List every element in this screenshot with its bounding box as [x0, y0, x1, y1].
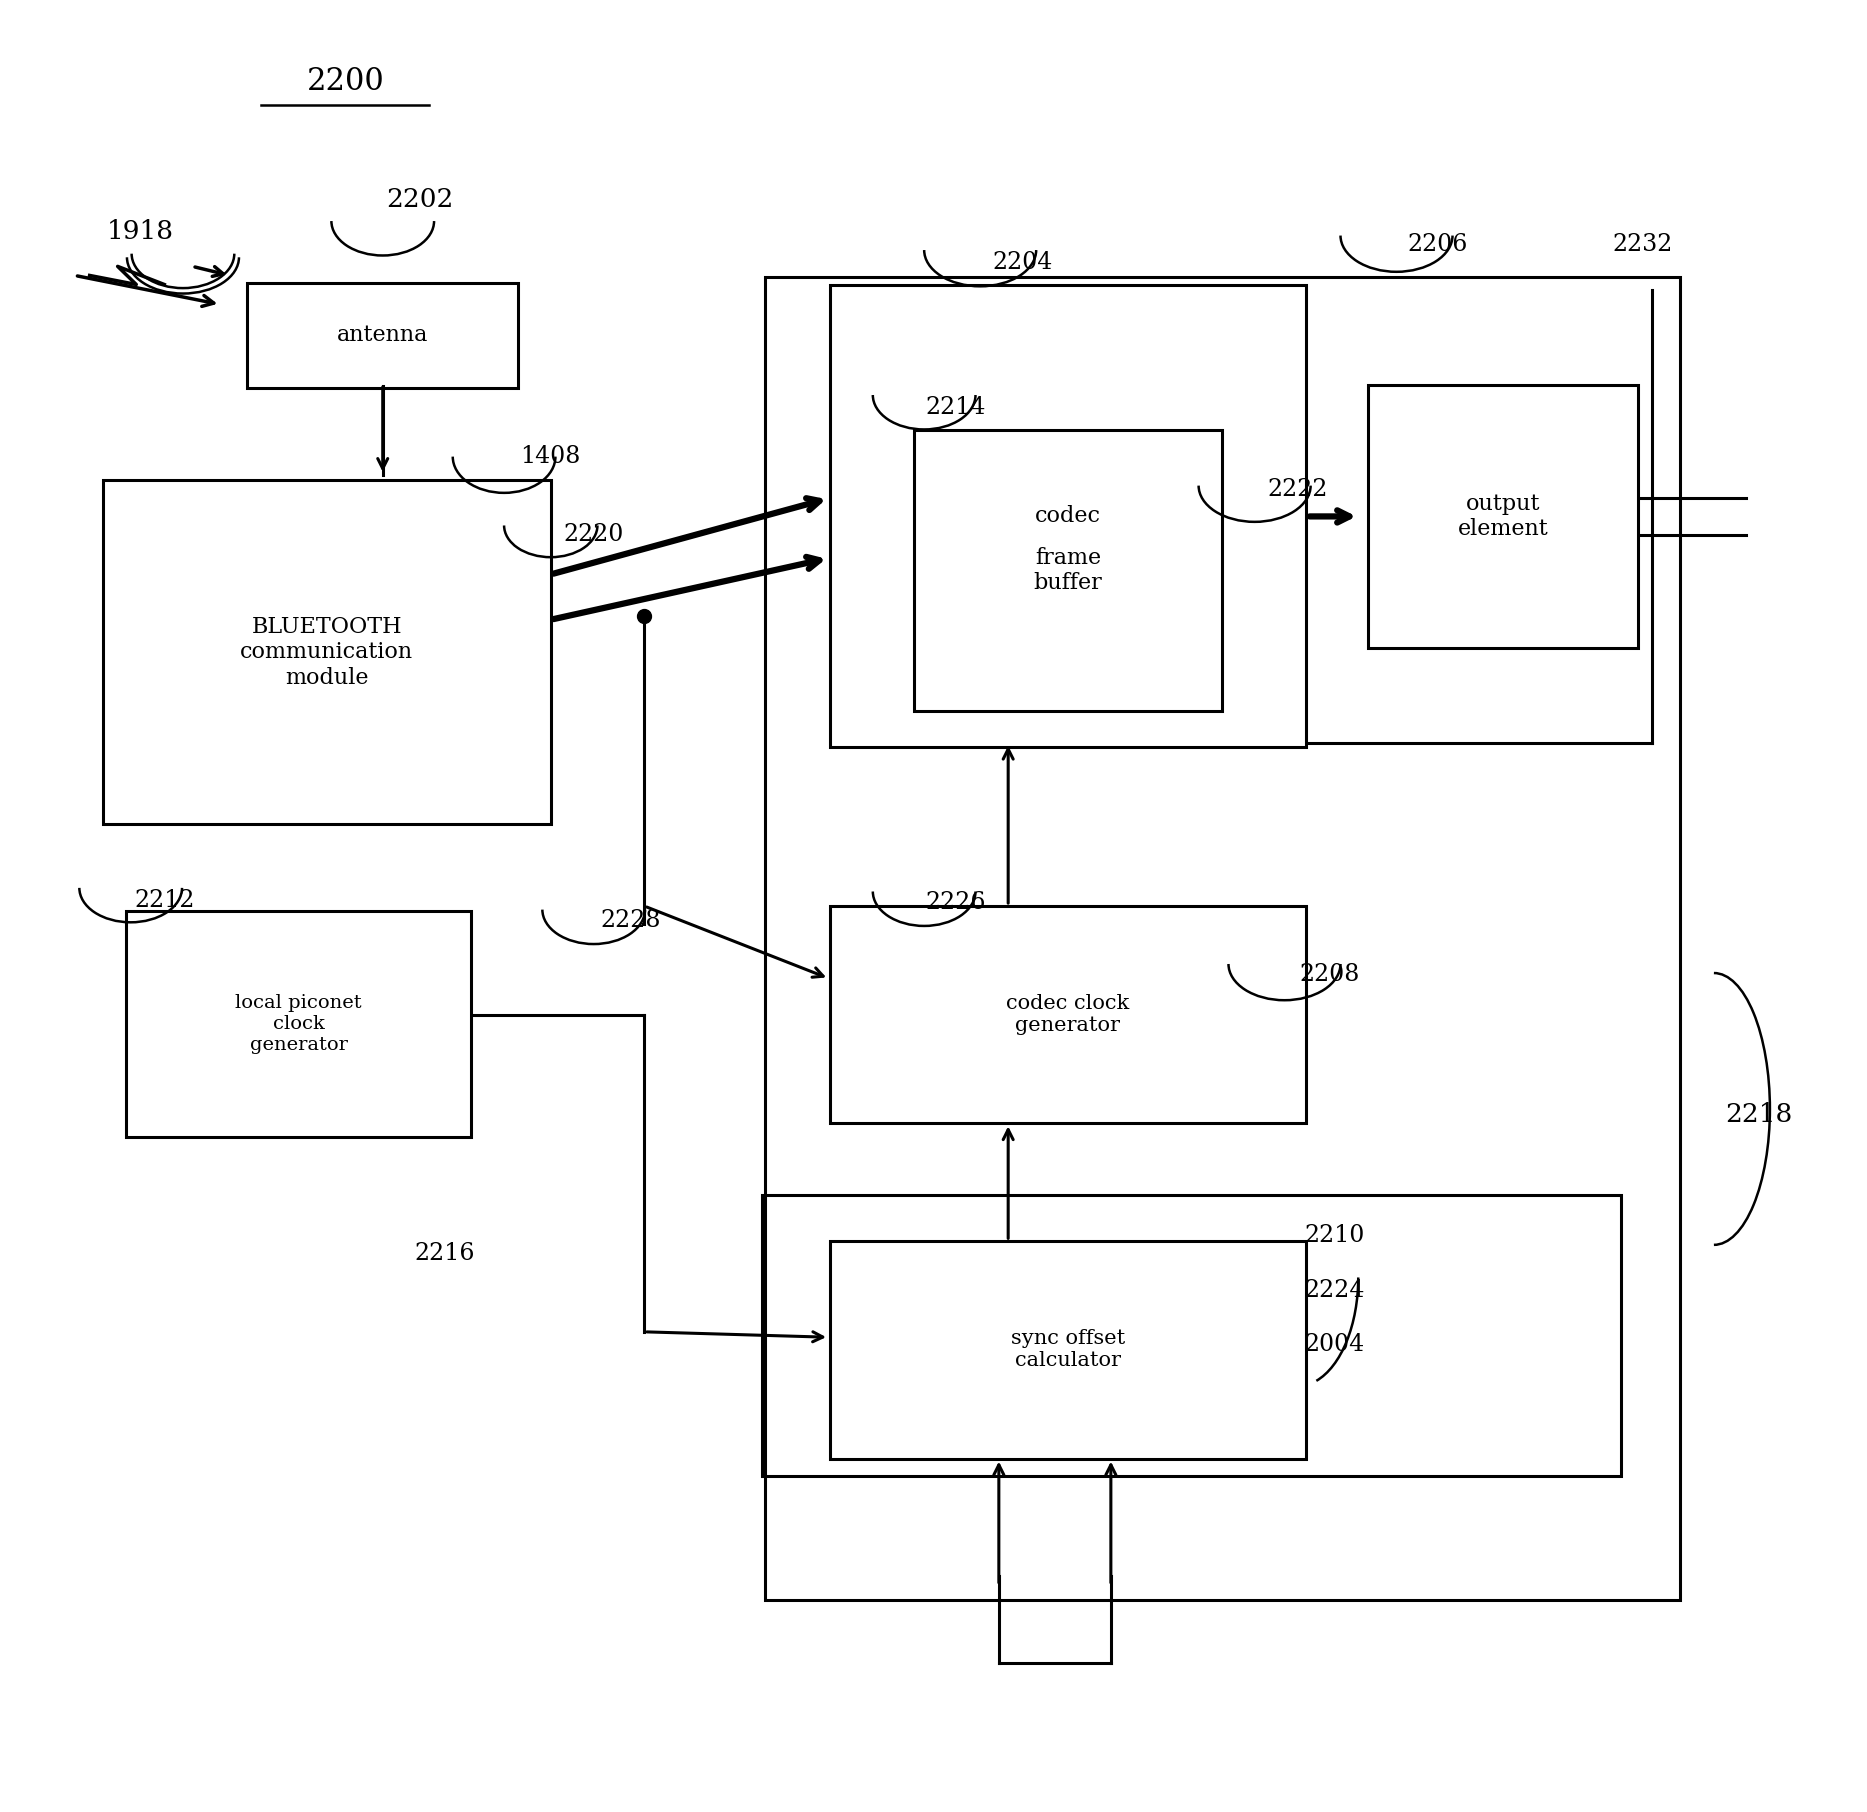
Text: 2220: 2220 — [564, 524, 624, 545]
Text: output
element: output element — [1458, 493, 1548, 540]
Text: codec: codec — [1034, 506, 1102, 527]
Text: BLUETOOTH
communication
module: BLUETOOTH communication module — [241, 616, 413, 689]
Text: codec clock
generator: codec clock generator — [1006, 995, 1130, 1035]
Text: 2232: 2232 — [1613, 234, 1673, 255]
FancyBboxPatch shape — [829, 286, 1307, 748]
Text: 2210: 2210 — [1305, 1225, 1365, 1247]
Text: 2004: 2004 — [1305, 1334, 1365, 1355]
FancyBboxPatch shape — [829, 906, 1307, 1123]
Text: sync offset
calculator: sync offset calculator — [1010, 1330, 1126, 1370]
FancyBboxPatch shape — [1369, 386, 1639, 647]
Text: antenna: antenna — [338, 324, 428, 346]
Text: 2226: 2226 — [926, 892, 986, 913]
Text: 2224: 2224 — [1305, 1279, 1365, 1301]
FancyBboxPatch shape — [127, 910, 472, 1138]
Text: 2228: 2228 — [601, 910, 661, 931]
Text: 2212: 2212 — [134, 890, 194, 911]
Text: frame
buffer: frame buffer — [1034, 547, 1102, 594]
Text: 2214: 2214 — [926, 397, 986, 419]
FancyBboxPatch shape — [913, 429, 1223, 712]
Text: 2200: 2200 — [306, 65, 385, 98]
Text: 2216: 2216 — [414, 1243, 474, 1265]
Text: 2222: 2222 — [1268, 478, 1327, 500]
Text: 1918: 1918 — [106, 219, 174, 245]
FancyBboxPatch shape — [829, 1241, 1307, 1459]
Text: 2204: 2204 — [993, 252, 1053, 274]
Text: 2208: 2208 — [1299, 964, 1359, 986]
Text: 2206: 2206 — [1408, 234, 1467, 255]
Text: 2218: 2218 — [1725, 1102, 1792, 1127]
FancyBboxPatch shape — [248, 283, 517, 388]
FancyBboxPatch shape — [103, 480, 551, 824]
Text: local piconet
clock
generator: local piconet clock generator — [235, 995, 362, 1053]
Text: 1408: 1408 — [521, 446, 581, 467]
Text: 2202: 2202 — [386, 187, 454, 212]
